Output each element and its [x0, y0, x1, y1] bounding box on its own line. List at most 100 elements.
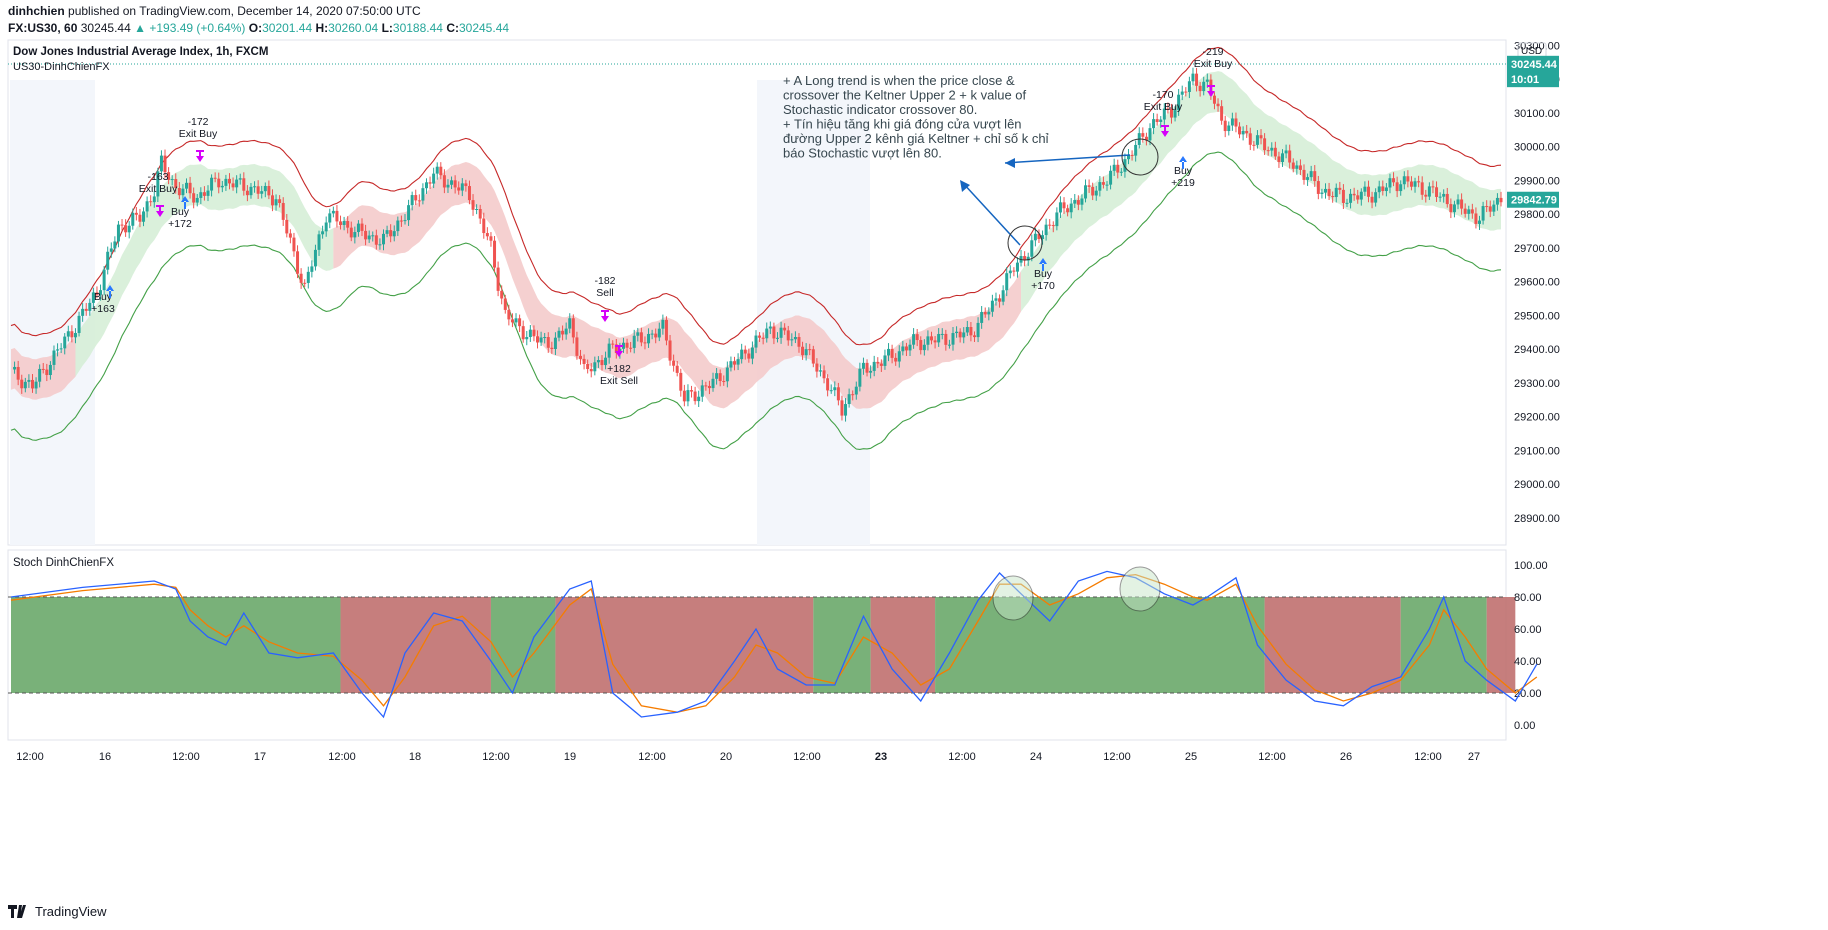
- stoch-zone: [813, 597, 871, 693]
- candle-body: [1306, 177, 1310, 180]
- candle-body: [249, 186, 253, 196]
- candle-body: [568, 318, 572, 329]
- candle-body: [493, 240, 497, 268]
- candle-body: [1255, 135, 1259, 145]
- candle-body: [482, 218, 486, 234]
- candle-body: [1023, 256, 1027, 261]
- time-tick-label: 23: [875, 751, 887, 763]
- candle-body: [138, 214, 142, 222]
- candle-body: [543, 337, 547, 339]
- candle-body: [1216, 103, 1220, 107]
- candle-body: [403, 220, 407, 222]
- candle-body: [962, 332, 966, 338]
- candle-body: [575, 337, 579, 356]
- candle-body: [127, 225, 131, 233]
- candle-body: [765, 328, 769, 339]
- candle-body: [346, 221, 350, 228]
- candle-body: [20, 379, 24, 389]
- candle-body: [887, 348, 891, 356]
- candle-body: [1205, 79, 1209, 82]
- candle-body: [876, 361, 880, 364]
- exit-arrow-icon: [601, 310, 609, 322]
- candle-body: [944, 333, 948, 345]
- candle-body: [353, 232, 357, 238]
- candle-body: [1087, 185, 1091, 187]
- time-tick-label: 12:00: [482, 751, 510, 763]
- chart-canvas[interactable]: 30300.0030200.0030100.0030000.0029900.00…: [0, 0, 1828, 900]
- price-pane[interactable]: 30300.0030200.0030100.0030000.0029900.00…: [7, 39, 1560, 546]
- candle-body: [629, 347, 633, 349]
- candle-body: [930, 336, 934, 341]
- candle-body: [1320, 192, 1324, 194]
- candle-body: [242, 178, 246, 191]
- candle-body: [990, 300, 994, 312]
- candle-body: [145, 201, 149, 212]
- candle-body: [142, 211, 146, 222]
- candle-body: [1302, 169, 1306, 180]
- candle-body: [1227, 125, 1231, 132]
- candle-body: [30, 379, 34, 389]
- signal-label: -170: [1152, 89, 1173, 101]
- candle-body: [1062, 202, 1066, 209]
- candle-body: [1076, 200, 1080, 205]
- candle-body: [707, 385, 711, 389]
- candle-body: [1456, 199, 1460, 205]
- keltner-band-fill: [75, 164, 334, 377]
- candle-body: [59, 348, 63, 350]
- candle-body: [1248, 133, 1252, 145]
- candle-body: [278, 199, 282, 203]
- candle-body: [664, 319, 668, 341]
- candle-body: [536, 336, 540, 343]
- candle-body: [367, 235, 371, 240]
- time-tick-label: 18: [409, 751, 421, 763]
- stoch-d-line: [10, 573, 1538, 713]
- exit-arrow-icon: [156, 205, 164, 217]
- arrow-head: [960, 180, 970, 192]
- candle-body: [1005, 273, 1009, 291]
- candle-body: [1281, 153, 1285, 162]
- candle-body: [177, 188, 181, 196]
- candle-body: [625, 342, 629, 348]
- candle-body: [933, 340, 937, 343]
- candle-body: [1223, 120, 1227, 132]
- stoch-zone: [870, 597, 936, 693]
- candle-body: [328, 213, 332, 223]
- candle-body: [1112, 164, 1116, 171]
- candle-body: [697, 396, 701, 402]
- c-label: C:: [446, 21, 459, 35]
- candle-body: [994, 298, 998, 301]
- candle-body: [783, 327, 787, 331]
- candle-body: [1273, 147, 1277, 157]
- candle-body: [901, 346, 905, 352]
- candle-body: [285, 219, 289, 234]
- time-tick-label: 12:00: [1414, 751, 1442, 763]
- candle-body: [16, 366, 20, 380]
- candle-body: [1195, 73, 1199, 86]
- candle-body: [185, 182, 189, 189]
- highlight-circle: [1121, 138, 1159, 176]
- candle-body: [1377, 186, 1381, 193]
- tradingview-brand[interactable]: TradingView: [8, 904, 107, 919]
- price-tick-label: 29300.00: [1514, 378, 1560, 390]
- candle-body: [99, 290, 103, 295]
- candle-body: [919, 340, 923, 351]
- candle-body: [1406, 176, 1410, 182]
- buy-arrow-icon: [1039, 258, 1047, 271]
- candle-body: [582, 358, 586, 365]
- candle-body: [245, 190, 249, 196]
- candle-body: [1069, 203, 1073, 213]
- candle-body: [1298, 165, 1302, 170]
- candle-body: [414, 195, 418, 201]
- candle-body: [722, 381, 726, 383]
- candle-body: [116, 224, 120, 242]
- author-name[interactable]: dinhchien: [8, 4, 65, 18]
- candle-body: [124, 225, 128, 233]
- candle-body: [1177, 94, 1181, 111]
- candle-body: [593, 362, 597, 372]
- time-axis[interactable]: 12:00 16 12:00 17 12:00 18 12:00 19 12:00 20 12:00…: [16, 751, 1480, 763]
- candle-body: [303, 282, 307, 284]
- candle-body: [81, 308, 85, 316]
- candle-body: [1241, 130, 1245, 135]
- stoch-pane[interactable]: 100.00 80.00 60.00 40.00 20.00 0.00 Stoch Dinh…: [7, 549, 1548, 741]
- candle-body: [1048, 224, 1052, 226]
